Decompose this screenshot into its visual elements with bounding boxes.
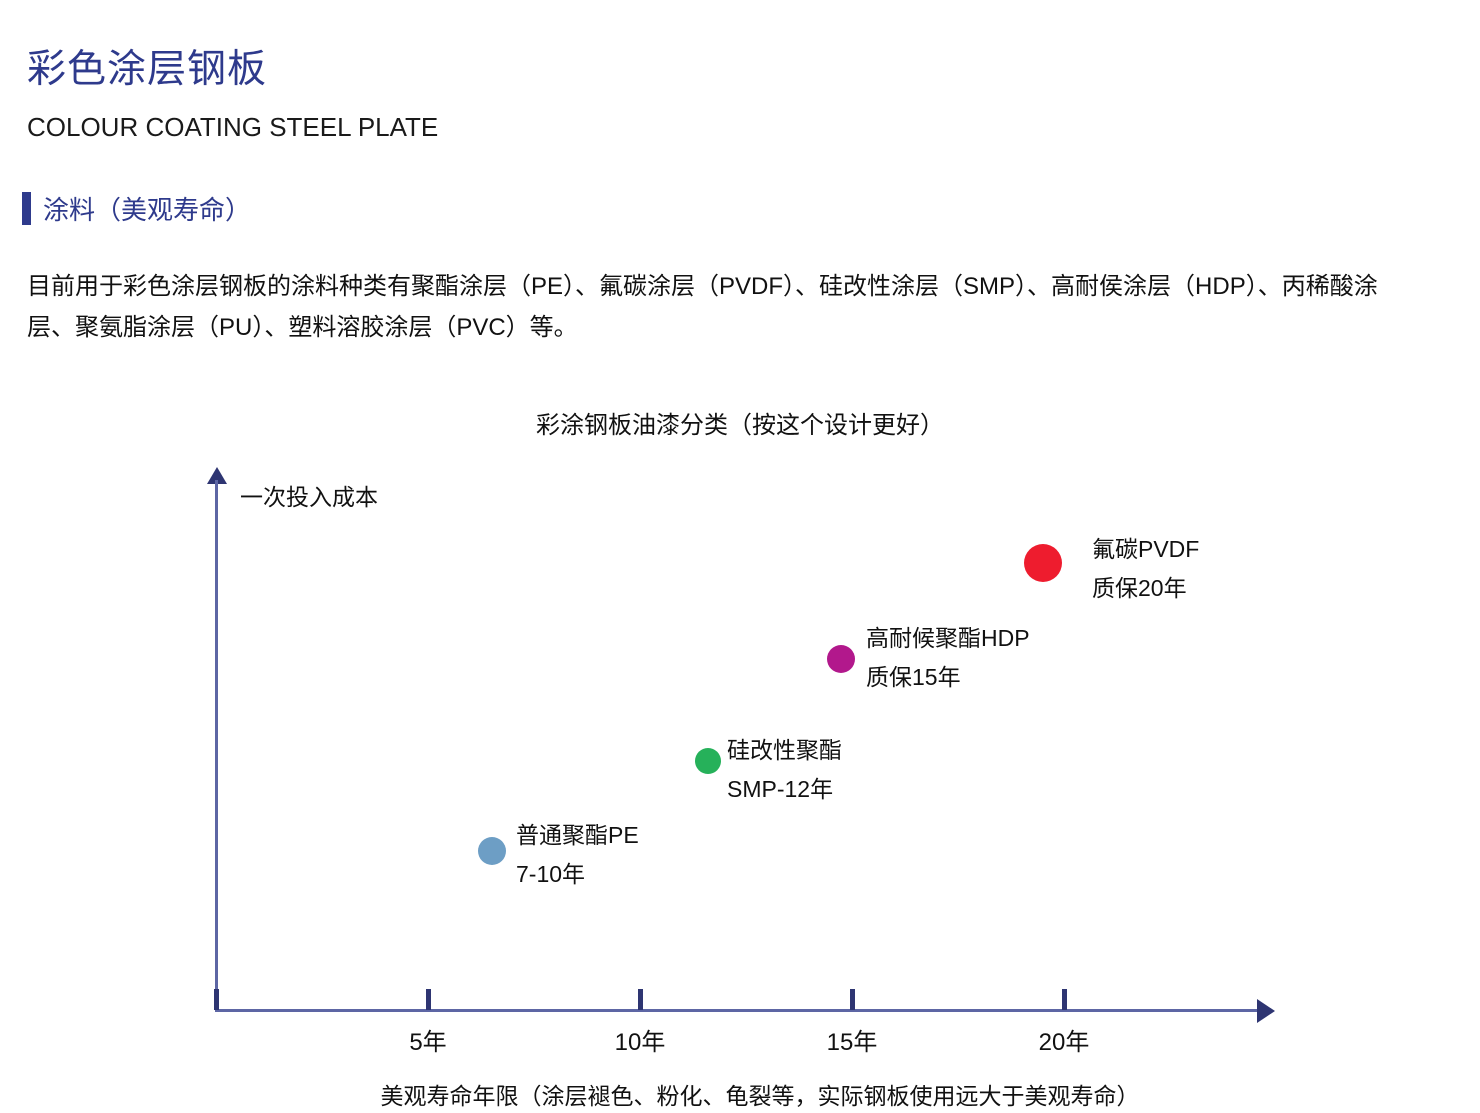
x-axis-tick-5 <box>425 989 431 1010</box>
data-point-label-line1: 硅改性聚酯 <box>727 737 842 763</box>
intro-paragraph-line-1: 目前用于彩色涂层钢板的涂料种类有聚酯涂层（PE）、氟碳涂层（PVDF）、硅改性涂… <box>27 273 1378 300</box>
y-axis-label: 一次投入成本 <box>240 484 378 510</box>
x-axis-tick-0 <box>213 989 219 1010</box>
data-point-普通聚酯PE <box>477 837 506 865</box>
data-point-label-line1: 高耐候聚酯HDP <box>866 625 1030 651</box>
intro-paragraph: 目前用于彩色涂层钢板的涂料种类有聚酯涂层（PE）、氟碳涂层（PVDF）、硅改性涂… <box>27 266 1467 348</box>
intro-paragraph-line-2: 层、聚氨脂涂层（PU）、塑料溶胶涂层（PVC）等。 <box>27 314 578 341</box>
data-point-label-line2: 质保20年 <box>1092 575 1187 601</box>
x-axis-arrow-icon <box>1257 999 1275 1023</box>
data-point-label-line2: 质保15年 <box>866 664 961 690</box>
data-point-label-line1: 氟碳PVDF <box>1092 536 1200 562</box>
x-axis-tick-15 <box>849 989 855 1010</box>
x-axis-tick-label-15: 15年 <box>826 1029 878 1056</box>
x-axis-tick-20 <box>1061 989 1067 1010</box>
section-heading: 涂料（美观寿命） <box>22 190 251 227</box>
x-axis-tick-10 <box>637 989 643 1010</box>
page-title: 彩色涂层钢板 <box>27 48 268 91</box>
data-point-label-line1: 普通聚酯PE <box>516 822 639 848</box>
data-point-氟碳PVDF <box>1023 544 1062 582</box>
page-subtitle: COLOUR COATING STEEL PLATE <box>27 112 439 142</box>
x-axis-tick-label-5: 5年 <box>409 1029 447 1056</box>
scatter-chart: 彩涂钢板油漆分类（按这个设计更好） 一次投入成本 5年 10年 15年 20年 普通聚… <box>0 395 1480 1113</box>
data-point-label-line2: SMP-12年 <box>727 776 834 802</box>
data-point-label-硅改性聚酯: 硅改性聚酯 SMP-12年 <box>727 731 842 809</box>
x-axis-tick-label-20: 20年 <box>1038 1029 1090 1056</box>
x-axis-line <box>215 1009 1259 1012</box>
x-axis-caption: 美观寿命年限（涂层褪色、粉化、龟裂等，实际钢板使用远大于美观寿命） <box>380 1083 1140 1109</box>
y-axis-line <box>215 480 218 1012</box>
data-point-硅改性聚酯 <box>694 748 721 774</box>
data-point-label-普通聚酯PE: 普通聚酯PE 7-10年 <box>516 816 639 894</box>
section-heading-label: 涂料（美观寿命） <box>43 195 252 225</box>
y-axis-arrow-icon <box>207 467 227 484</box>
data-point-高耐候聚酯HDP <box>827 645 856 673</box>
data-point-label-高耐候聚酯HDP: 高耐候聚酯HDP 质保15年 <box>866 619 1030 697</box>
data-point-label-line2: 7-10年 <box>516 861 586 887</box>
section-heading-bar <box>22 192 31 225</box>
chart-title: 彩涂钢板油漆分类（按这个设计更好） <box>536 412 944 439</box>
x-axis-tick-label-10: 10年 <box>614 1029 666 1056</box>
data-point-label-氟碳PVDF: 氟碳PVDF 质保20年 <box>1092 530 1199 608</box>
